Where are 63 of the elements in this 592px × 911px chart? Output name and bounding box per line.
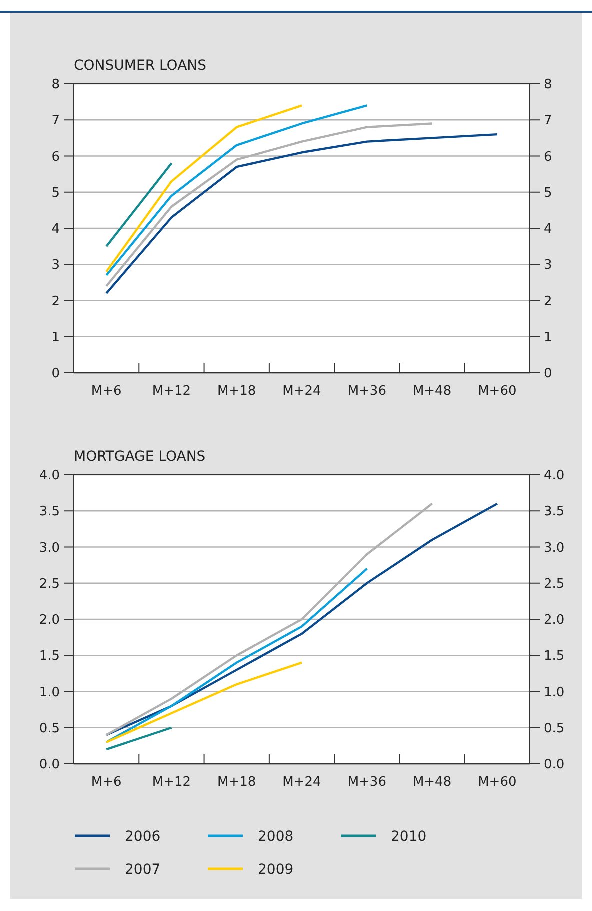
y-tick-label: 1.0	[39, 685, 60, 700]
y2-tick-label: 8	[544, 78, 552, 93]
y2-tick-label: 1.5	[544, 649, 565, 664]
y-tick-label: 6	[52, 150, 60, 165]
y-tick-label: 2	[52, 294, 60, 310]
x-tick-label: M+18	[218, 384, 256, 399]
y-tick-label: 1	[52, 330, 60, 346]
y-tick-label: 3.5	[39, 504, 60, 520]
y2-tick-label: 1.0	[544, 685, 565, 700]
y2-tick-label: 4	[544, 222, 552, 238]
legend-label: 2007	[125, 862, 161, 878]
y-tick-label: 2.5	[39, 576, 60, 592]
y2-tick-label: 1	[544, 330, 552, 346]
line-series	[105, 502, 499, 736]
y-tick-label: 1.5	[39, 649, 60, 664]
y2-tick-label: 7	[544, 114, 552, 129]
line-series	[105, 104, 368, 277]
x-tick-label: M+12	[152, 775, 192, 790]
y2-tick-label: 0	[544, 366, 552, 382]
y-tick-label: 0.0	[39, 758, 60, 773]
y2-tick-label: 5	[544, 186, 552, 201]
legend-label: 2008	[258, 828, 294, 845]
y-tick-label: 7	[52, 114, 60, 129]
x-tick-label: M+24	[282, 775, 322, 790]
y-tick-label: 3.0	[39, 540, 60, 556]
x-tick-label: M+36	[348, 775, 386, 790]
y-tick-label: 8	[52, 78, 60, 93]
x-tick-label: M+18	[218, 775, 256, 790]
y2-tick-label: 3.0	[544, 540, 565, 556]
legend-label: 2009	[258, 862, 294, 878]
y-tick-label: 3	[52, 258, 60, 274]
y-tick-label: 4	[52, 222, 60, 238]
line-series	[105, 568, 368, 744]
y-tick-label: 0	[52, 366, 60, 382]
y2-tick-label: 2	[544, 294, 552, 310]
y2-tick-label: 0.0	[544, 758, 565, 773]
line-series	[105, 133, 499, 295]
y-tick-label: 0.5	[39, 721, 60, 736]
x-tick-label: M+48	[412, 384, 452, 399]
legend-label: 2010	[391, 828, 427, 845]
y2-tick-label: 3	[544, 258, 552, 274]
y-tick-label: 5	[52, 186, 60, 201]
y2-tick-label: 3.5	[544, 504, 565, 520]
y2-tick-label: 2.5	[544, 576, 565, 592]
y2-tick-label: 2.0	[544, 613, 565, 628]
legend-label: 2006	[125, 828, 161, 845]
line-series	[105, 104, 304, 273]
x-tick-label: M+60	[478, 775, 517, 790]
x-tick-label: M+12	[152, 384, 192, 399]
x-tick-label: M+6	[91, 775, 122, 790]
x-tick-label: M+6	[91, 384, 122, 399]
x-tick-label: M+60	[478, 384, 517, 399]
y2-tick-label: 4.0	[544, 468, 565, 484]
x-tick-label: M+48	[412, 775, 452, 790]
y-tick-label: 4.0	[39, 468, 60, 484]
chart-title: CONSUMER LOANS	[74, 58, 207, 74]
chart-title: MORTGAGE LOANS	[74, 449, 206, 465]
x-tick-label: M+36	[348, 384, 386, 399]
y-tick-label: 2.0	[39, 613, 60, 628]
line-series	[105, 662, 304, 744]
x-tick-label: M+24	[282, 384, 322, 399]
y2-tick-label: 6	[544, 150, 552, 165]
y2-tick-label: 0.5	[544, 721, 565, 736]
